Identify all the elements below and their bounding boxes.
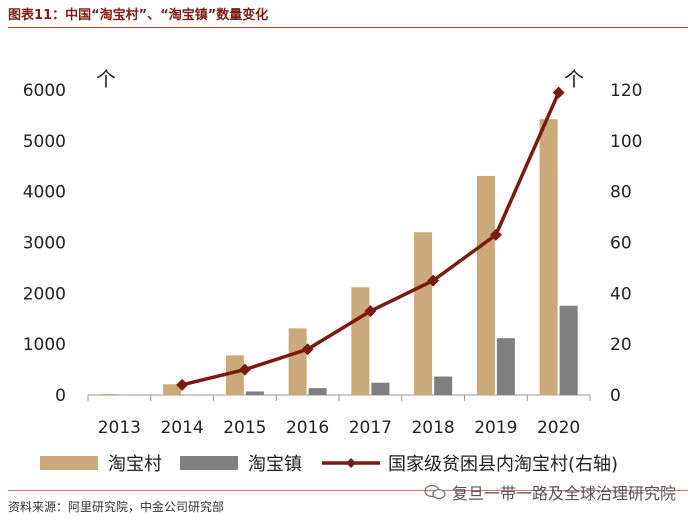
left-tick-label: 2000 [23,284,66,304]
chart-title: 图表11：中国“淘宝村”、“淘宝镇”数量变化 [8,8,269,23]
left-tick-label: 1000 [23,335,66,355]
right-tick-label: 0 [610,386,621,406]
line-point-marker [238,363,251,376]
legend-label-poverty: 国家级贫困县内淘宝村(右轴) [388,454,619,475]
x-tick-label: 2017 [349,418,392,438]
bar-taobao-village [539,119,558,396]
bar-taobao-town [371,382,390,395]
right-tick-label: 100 [610,132,642,152]
bar-taobao-village [225,355,244,395]
x-tick-label: 2014 [160,418,203,438]
left-tick-label: 4000 [23,183,66,203]
bar-taobao-village [288,328,307,395]
line-point-marker [301,343,314,356]
left-tick-label: 6000 [23,81,66,101]
legend-swatch-village [40,456,98,470]
legend-label-town: 淘宝镇 [248,454,302,475]
bar-taobao-town [496,338,515,395]
bar-taobao-village [100,393,119,395]
footer-divider [8,490,688,491]
right-tick-label: 20 [610,335,632,355]
wechat-icon [424,484,446,500]
legend-item-town: 淘宝镇 [180,450,302,476]
right-tick-label: 60 [610,234,632,254]
x-tick-label: 2015 [223,418,266,438]
x-tick-label: 2019 [474,418,517,438]
left-tick-label: 5000 [23,132,66,152]
legend-item-poverty: 国家级贫困县内淘宝村(右轴) [322,450,618,476]
right-tick-label: 40 [610,284,632,304]
x-tick-label: 2020 [537,418,580,438]
source-note: 资料来源：阿里研究院，中金公司研究部 [8,500,225,514]
line-point-marker [427,274,440,287]
line-point-marker [552,86,565,99]
bar-taobao-village [163,384,182,395]
bar-taobao-village [476,175,495,395]
bar-taobao-town [245,391,264,395]
left-tick-label: 0 [55,386,66,406]
x-tick-label: 2013 [98,418,141,438]
bar-taobao-town [559,305,578,395]
line-point-marker [176,378,189,391]
legend: 淘宝村 淘宝镇 国家级贫困县内淘宝村(右轴) [0,450,696,476]
bar-taobao-town [308,388,327,395]
line-point-marker [364,305,377,318]
right-tick-label: 120 [610,81,642,101]
watermark-text: 复旦一带一路及全球治理研究院 [451,484,676,503]
x-tick-label: 2016 [286,418,329,438]
left-axis-unit: 个 [96,67,116,91]
right-axis-unit: 个 [564,67,584,91]
legend-label-village: 淘宝村 [108,454,162,475]
title-divider [8,27,688,28]
right-tick-label: 80 [610,183,632,203]
left-tick-label: 3000 [23,234,66,254]
watermark: 复旦一带一路及全球治理研究院 [424,480,676,504]
chart-area: 个 个 0 1000 2000 3000 4000 5000 6000 0 20 40 60 80 1… [23,67,643,438]
line-point-marker [489,228,502,241]
legend-swatch-line [322,458,380,468]
x-tick-label: 2018 [411,418,454,438]
bar-taobao-village [351,287,370,395]
legend-item-village: 淘宝村 [40,450,162,476]
legend-swatch-town [180,456,238,470]
bar-taobao-town [434,376,453,395]
bar-taobao-village [414,232,433,395]
